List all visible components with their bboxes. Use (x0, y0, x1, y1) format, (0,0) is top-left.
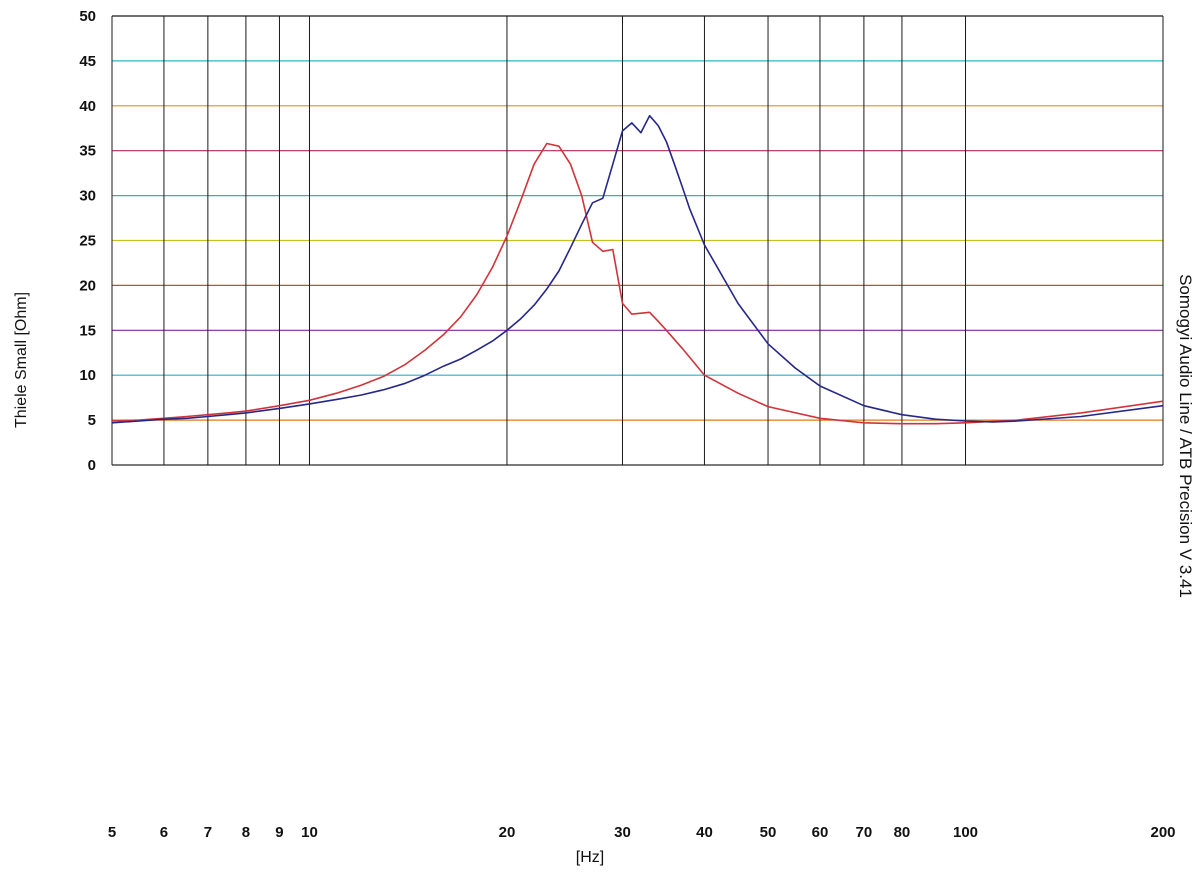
x-tick-labels: 5 6 7 8 9 10 20 30 40 50 60 70 80 100 200 (108, 824, 1176, 841)
y-tick-label: 15 (79, 322, 96, 339)
x-axis-title: [Hz] (576, 849, 604, 866)
software-label: Somogyi Audio Line / ATB Precision V 3.4… (1176, 274, 1195, 598)
x-tick-label: 9 (275, 824, 283, 841)
series-line-1 (111, 142, 1164, 425)
y-tick-label: 5 (88, 412, 96, 429)
y-tick-label: 50 (79, 8, 96, 25)
y-tick-label: 40 (79, 98, 96, 115)
vertical-gridlines (111, 16, 1164, 465)
y-tick-label: 30 (79, 188, 96, 205)
x-tick-label: 200 (1150, 824, 1175, 841)
horizontal-gridlines (112, 15, 1163, 466)
x-tick-label: 8 (242, 824, 250, 841)
y-tick-label: 35 (79, 143, 96, 160)
x-tick-label: 70 (856, 824, 873, 841)
x-tick-label: 60 (812, 824, 829, 841)
series-layer (111, 114, 1164, 425)
y-tick-labels: 0 5 10 15 20 25 30 35 40 45 50 (79, 8, 96, 474)
x-tick-label: 80 (894, 824, 911, 841)
y-tick-label: 20 (79, 277, 96, 294)
x-tick-label: 40 (696, 824, 713, 841)
x-tick-label: 30 (614, 824, 631, 841)
x-tick-label: 100 (953, 824, 978, 841)
x-tick-label: 5 (108, 824, 116, 841)
x-tick-label: 50 (760, 824, 777, 841)
y-tick-label: 0 (88, 457, 96, 474)
x-tick-label: 20 (499, 824, 516, 841)
y-tick-label: 10 (79, 367, 96, 384)
series-line-2 (111, 114, 1164, 424)
y-tick-label: 45 (79, 53, 96, 70)
x-tick-label: 6 (160, 824, 168, 841)
y-axis-title: Thiele Small [Ohm] (13, 292, 30, 428)
x-tick-label: 7 (204, 824, 212, 841)
y-tick-label: 25 (79, 233, 96, 250)
x-tick-label: 10 (301, 824, 318, 841)
